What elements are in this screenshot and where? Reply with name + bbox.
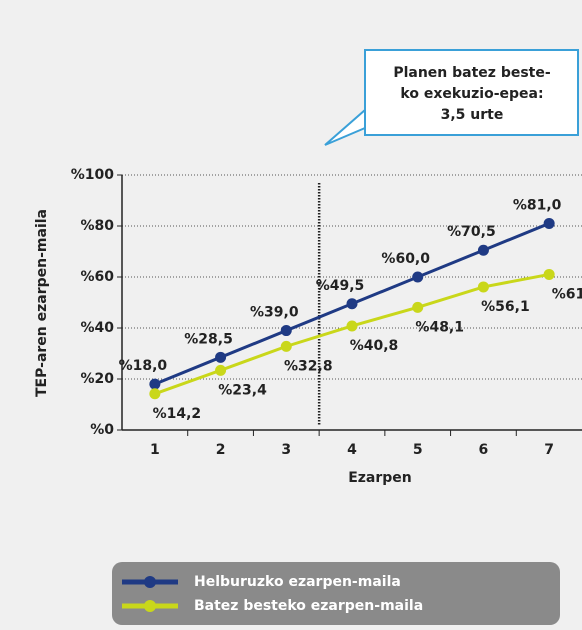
x-tick-label: 5 xyxy=(413,442,423,458)
value-label: %49,5 xyxy=(316,278,365,294)
legend-label: Helburuzko ezarpen-maila xyxy=(194,574,401,590)
point xyxy=(149,388,161,400)
legend-marker xyxy=(144,576,156,588)
y-tick-label: %20 xyxy=(80,371,114,387)
value-label: %23,4 xyxy=(218,382,267,398)
annotation: Planen batez beste- xyxy=(393,65,551,81)
value-label: %48,1 xyxy=(415,319,464,335)
y-tick-label: %0 xyxy=(90,422,114,438)
point xyxy=(477,244,489,256)
legend-marker xyxy=(144,600,156,612)
point xyxy=(346,298,358,310)
legend xyxy=(112,562,560,625)
y-tick-label: %100 xyxy=(71,167,115,183)
y-axis-label: TEP-aren ezarpen-maila xyxy=(34,209,50,397)
point xyxy=(215,364,227,376)
x-tick-label: 1 xyxy=(150,442,160,458)
value-label: %56,1 xyxy=(481,299,530,315)
x-tick-label: 7 xyxy=(544,442,554,458)
value-label: %40,8 xyxy=(350,338,399,354)
x-tick-label: 6 xyxy=(479,442,489,458)
y-tick-label: %80 xyxy=(80,218,114,234)
value-label: %39,0 xyxy=(250,305,299,321)
point xyxy=(215,351,227,363)
x-tick-label: 4 xyxy=(347,442,357,458)
value-label: %14,2 xyxy=(153,406,202,422)
value-label: %18,0 xyxy=(119,358,168,374)
point xyxy=(412,301,424,313)
point xyxy=(149,378,161,390)
annotation: 3,5 urte xyxy=(441,107,504,123)
value-label: %28,5 xyxy=(184,331,233,347)
point xyxy=(280,325,292,337)
x-axis-label: Ezarpen xyxy=(348,470,412,486)
point xyxy=(543,268,555,280)
point xyxy=(477,281,489,293)
callout xyxy=(324,49,579,146)
point xyxy=(346,320,358,332)
value-label: %32,8 xyxy=(284,358,333,374)
point xyxy=(543,217,555,229)
y-tick-label: %60 xyxy=(80,269,114,285)
value-label: %60,0 xyxy=(381,251,430,267)
value-label: %70,5 xyxy=(447,224,496,240)
x-tick-label: 2 xyxy=(216,442,226,458)
y-tick-label: %40 xyxy=(80,320,114,336)
x-tick-label: 3 xyxy=(281,442,291,458)
annotation: ko exekuzio-epea: xyxy=(400,86,543,102)
value-label: %61, xyxy=(552,286,582,302)
value-label: %81,0 xyxy=(513,197,562,213)
point xyxy=(412,271,424,283)
legend-label: Batez besteko ezarpen-maila xyxy=(194,598,423,614)
point xyxy=(280,340,292,352)
